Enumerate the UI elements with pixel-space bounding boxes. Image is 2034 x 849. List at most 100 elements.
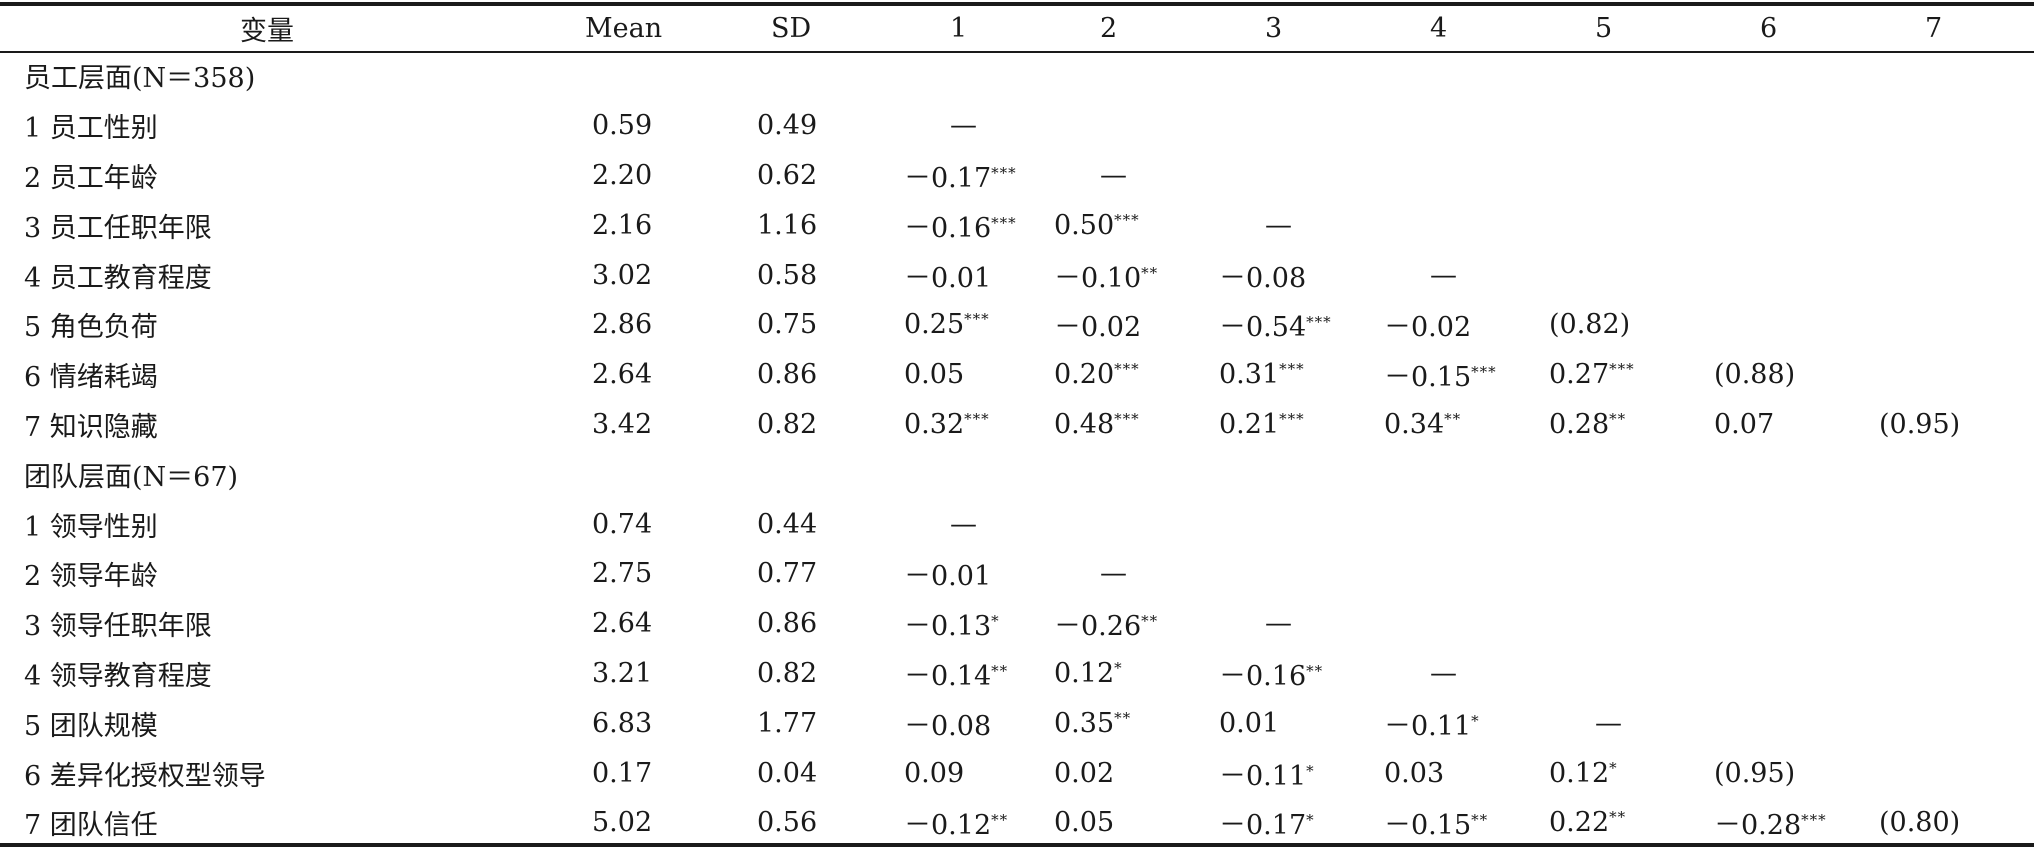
significance-marker: **	[991, 811, 1009, 830]
correlation-cell: －0.15**	[1360, 798, 1525, 848]
significance-marker: ***	[1279, 409, 1305, 428]
correlation-cell	[1525, 649, 1690, 699]
correlation-value: 0.34	[1384, 408, 1445, 440]
correlation-value: －0.11	[1384, 710, 1472, 742]
row-label: 7 知识隐藏	[24, 411, 158, 443]
correlation-cell	[1030, 101, 1195, 151]
significance-marker: **	[1444, 409, 1462, 428]
correlation-cell: 0.50***	[1030, 200, 1195, 250]
significance-marker: *	[991, 612, 1000, 631]
row-label: 3 领导任职年限	[24, 611, 212, 643]
correlation-cell	[1360, 200, 1525, 250]
header-col-6: 6	[1760, 13, 1778, 44]
sd-cell: 0.82	[757, 657, 818, 689]
correlation-value: 0.28	[1549, 408, 1610, 440]
correlation-cell	[1360, 151, 1525, 201]
correlation-value: (0.82)	[1549, 309, 1631, 341]
correlation-cell: －0.11*	[1195, 748, 1360, 798]
correlation-value: －0.26	[1054, 611, 1142, 643]
header-row: 变量 Mean SD 1 2 3 4 5 6 7	[0, 6, 2034, 51]
correlation-cell	[1855, 300, 2034, 350]
correlation-cell	[1690, 499, 1855, 549]
significance-marker: ***	[964, 310, 990, 329]
correlation-cell: —	[1030, 151, 1195, 201]
mean-cell: 2.64	[592, 359, 653, 391]
significance-marker: ***	[1609, 360, 1635, 379]
correlation-cell: 0.34**	[1360, 400, 1525, 450]
row-label: 3 员工任职年限	[24, 212, 212, 244]
correlation-cell: —	[1195, 200, 1360, 250]
table-row: 3 员工任职年限 2.16 1.16 －0.16*** 0.50*** —	[0, 200, 2034, 250]
correlation-value: 0.35	[1054, 707, 1115, 739]
correlation-cell	[1195, 151, 1360, 201]
correlation-value: —	[1430, 259, 1457, 291]
correlation-cell: 0.48***	[1030, 400, 1195, 450]
mean-cell: 2.20	[592, 159, 653, 191]
correlation-cell: 0.27***	[1525, 350, 1690, 400]
significance-marker: ***	[1801, 811, 1827, 830]
section-title: 团队层面(N＝67)	[24, 461, 239, 493]
correlation-cell: 0.01	[1195, 698, 1360, 748]
correlation-cell	[1855, 599, 2034, 649]
significance-marker: *	[1306, 761, 1315, 780]
correlation-value: 0.05	[904, 359, 965, 391]
correlation-cell	[1030, 499, 1195, 549]
correlation-cell	[1360, 599, 1525, 649]
correlation-cell: 0.22**	[1525, 798, 1690, 848]
correlation-value: —	[1430, 657, 1457, 689]
sd-cell: 1.77	[757, 707, 818, 739]
correlation-value: －0.01	[904, 561, 992, 593]
mean-cell: 0.17	[592, 757, 653, 789]
significance-marker: **	[1141, 612, 1159, 631]
correlation-cell: 0.05	[880, 350, 1030, 400]
correlation-value: －0.16	[1219, 660, 1307, 692]
mean-cell: 3.42	[592, 408, 653, 440]
row-label: 1 员工性别	[24, 113, 158, 145]
correlation-cell: －0.16***	[880, 200, 1030, 250]
correlation-value: (0.95)	[1879, 408, 1961, 440]
correlation-cell	[1195, 499, 1360, 549]
significance-marker: **	[1306, 661, 1324, 680]
mean-cell: 0.59	[592, 110, 653, 142]
correlation-cell	[1360, 549, 1525, 599]
correlation-cell	[1690, 200, 1855, 250]
correlation-cell	[1525, 599, 1690, 649]
table-row: 1 员工性别 0.59 0.49 —	[0, 101, 2034, 151]
correlation-cell: (0.88)	[1690, 350, 1855, 400]
correlation-value: —	[950, 508, 977, 540]
row-label: 4 领导教育程度	[24, 660, 212, 692]
header-col-7: 7	[1925, 13, 1943, 44]
significance-marker: **	[991, 661, 1009, 680]
correlation-value: 0.03	[1384, 757, 1445, 789]
mean-cell: 2.64	[592, 608, 653, 640]
significance-marker: ***	[1114, 360, 1140, 379]
section-title: 员工层面(N＝358)	[24, 63, 256, 95]
significance-marker: **	[1471, 811, 1489, 830]
correlation-cell	[1690, 698, 1855, 748]
sd-cell: 0.44	[757, 508, 818, 540]
significance-marker: *	[1609, 758, 1618, 777]
table-body: 员工层面(N＝358) 1 员工性别 0.59 0.49 — 2 员工年龄 2.20 0.62…	[0, 51, 2034, 848]
correlation-cell	[1195, 101, 1360, 151]
correlation-cell	[1690, 300, 1855, 350]
correlation-value: －0.12	[904, 810, 992, 842]
correlation-cell: —	[1195, 599, 1360, 649]
correlation-cell: —	[1030, 549, 1195, 599]
correlation-cell	[1855, 101, 2034, 151]
correlation-cell	[1525, 151, 1690, 201]
correlation-value: (0.88)	[1714, 359, 1796, 391]
correlation-cell: —	[1360, 250, 1525, 300]
table-row: 4 员工教育程度 3.02 0.58 －0.01 －0.10** －0.08 —	[0, 250, 2034, 300]
sd-cell: 0.75	[757, 309, 818, 341]
correlation-cell: －0.28***	[1690, 798, 1855, 848]
correlation-cell	[1855, 549, 2034, 599]
correlation-cell	[1525, 101, 1690, 151]
significance-marker: ***	[991, 213, 1017, 232]
significance-marker: ***	[1471, 363, 1497, 382]
significance-marker: **	[1609, 808, 1627, 827]
correlation-cell: －0.13*	[880, 599, 1030, 649]
correlation-cell: －0.01	[880, 549, 1030, 599]
correlation-value: 0.12	[1549, 757, 1610, 789]
correlation-cell: －0.01	[880, 250, 1030, 300]
correlation-cell	[1690, 599, 1855, 649]
